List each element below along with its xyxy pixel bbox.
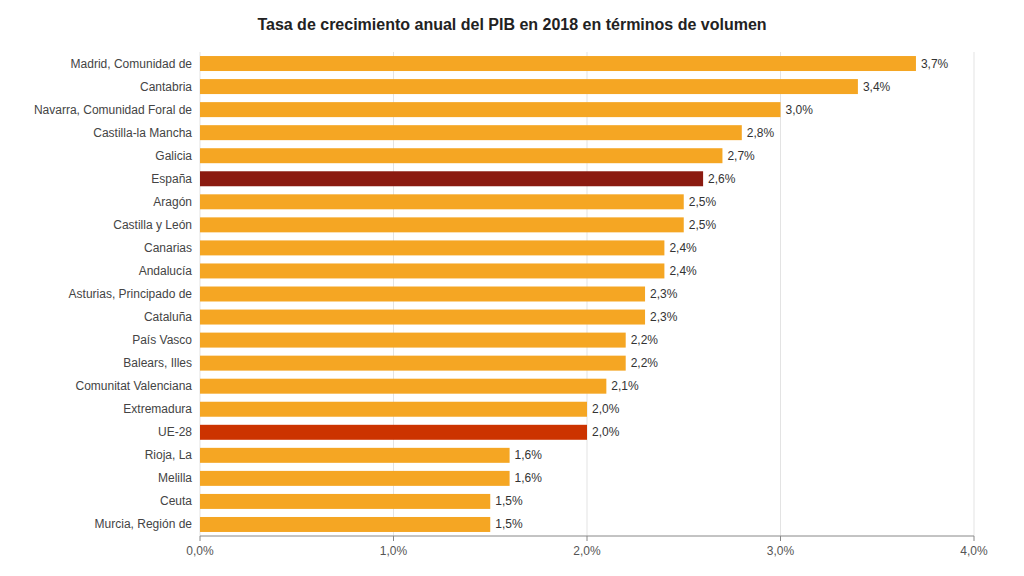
tick-label: 1,0% xyxy=(380,544,408,558)
bar xyxy=(200,356,626,371)
data-label: 2,0% xyxy=(592,402,620,416)
category-label: Andalucía xyxy=(139,264,193,278)
bar xyxy=(200,194,684,209)
category-label: Extremadura xyxy=(123,402,192,416)
bar xyxy=(200,79,858,94)
category-label: Canarias xyxy=(144,241,192,255)
category-label: UE-28 xyxy=(158,425,192,439)
bar xyxy=(200,102,781,117)
tick-mark xyxy=(974,536,975,541)
tick-mark xyxy=(200,536,201,541)
bar xyxy=(200,494,490,509)
data-label: 2,8% xyxy=(747,126,775,140)
data-label: 1,5% xyxy=(495,517,523,531)
data-label: 3,4% xyxy=(863,80,891,94)
data-label: 2,3% xyxy=(650,287,678,301)
data-label: 2,6% xyxy=(708,172,736,186)
tick-label: 4,0% xyxy=(960,544,988,558)
category-label: Balears, Illes xyxy=(123,356,192,370)
bar xyxy=(200,56,916,71)
bar xyxy=(200,402,587,417)
data-label: 2,4% xyxy=(669,241,697,255)
data-label: 1,6% xyxy=(515,448,543,462)
category-label: Ceuta xyxy=(160,494,192,508)
category-label: País Vasco xyxy=(132,333,192,347)
data-label: 2,5% xyxy=(689,195,717,209)
tick-label: 3,0% xyxy=(767,544,795,558)
bar xyxy=(200,471,510,486)
data-label: 2,2% xyxy=(631,333,659,347)
bar xyxy=(200,448,510,463)
bar xyxy=(200,310,645,325)
category-label: Madrid, Comunidad de xyxy=(71,57,193,71)
data-label: 2,4% xyxy=(669,264,697,278)
data-label: 2,7% xyxy=(727,149,755,163)
tick-label: 2,0% xyxy=(573,544,601,558)
tick-mark xyxy=(780,536,781,541)
data-label: 2,1% xyxy=(611,379,639,393)
x-axis-line xyxy=(200,536,974,537)
category-label: Cantabria xyxy=(140,80,192,94)
bar xyxy=(200,517,490,532)
category-label: Castilla-la Mancha xyxy=(93,126,192,140)
data-label: 3,7% xyxy=(921,57,949,71)
title: Tasa de crecimiento anual del PIB en 201… xyxy=(257,16,766,33)
tick-mark xyxy=(393,536,394,541)
tick-label: 0,0% xyxy=(186,544,214,558)
category-label: Murcia, Región de xyxy=(95,517,193,531)
bar xyxy=(200,240,664,255)
tick-mark xyxy=(587,536,588,541)
grid-line xyxy=(780,52,781,536)
background xyxy=(0,0,1024,576)
bar xyxy=(200,263,664,278)
bar xyxy=(200,171,703,186)
data-label: 1,6% xyxy=(515,471,543,485)
data-label: 2,3% xyxy=(650,310,678,324)
bar xyxy=(200,287,645,302)
chart-container: Tasa de crecimiento anual del PIB en 201… xyxy=(0,0,1024,576)
category-label: Aragón xyxy=(153,195,192,209)
data-label: 3,0% xyxy=(786,103,814,117)
category-label: Navarra, Comunidad Foral de xyxy=(34,103,192,117)
x-axis: 0,0% 1,0% 2,0% 3,0% 4,0% xyxy=(186,536,988,558)
category-label: España xyxy=(151,172,192,186)
category-label: Asturias, Principado de xyxy=(69,287,193,301)
bar xyxy=(200,125,742,140)
data-labels: 1,5% 1,5% 1,6% 1,6% 2,0% 2,0% 2,1% 2,2% 2,2% 2,3%… xyxy=(495,57,948,532)
grid-line xyxy=(974,52,975,536)
category-label: Comunitat Valenciana xyxy=(75,379,192,393)
category-label: Melilla xyxy=(158,471,192,485)
category-label: Cataluña xyxy=(144,310,192,324)
data-label: 2,0% xyxy=(592,425,620,439)
data-label: 2,5% xyxy=(689,218,717,232)
bar xyxy=(200,148,722,163)
category-label: Castilla y León xyxy=(113,218,192,232)
chart-svg: Tasa de crecimiento anual del PIB en 201… xyxy=(0,0,1024,576)
bar xyxy=(200,379,606,394)
grid xyxy=(200,52,974,536)
bars xyxy=(200,56,916,532)
y-axis: Murcia, Región de Ceuta Melilla Rioja, La UE… xyxy=(34,57,192,532)
category-label: Galicia xyxy=(155,149,192,163)
bar xyxy=(200,333,626,348)
bar xyxy=(200,425,587,440)
data-label: 1,5% xyxy=(495,494,523,508)
data-label: 2,2% xyxy=(631,356,659,370)
bar xyxy=(200,217,684,232)
category-label: Rioja, La xyxy=(145,448,193,462)
